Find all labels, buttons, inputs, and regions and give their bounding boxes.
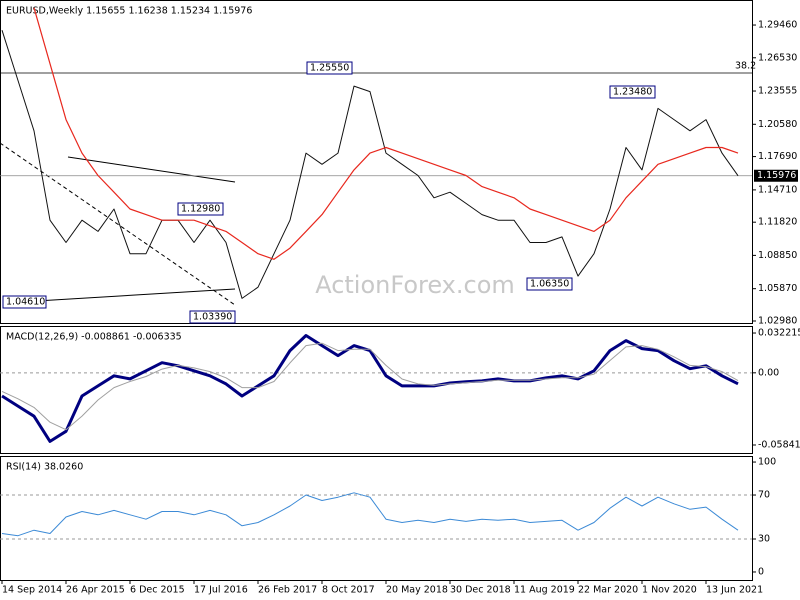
trend-line	[67, 156, 236, 183]
y-tick-label: 1.20580	[758, 119, 797, 130]
trend-line	[0, 142, 236, 306]
last-price-label: 1.15976	[757, 170, 796, 181]
panel-title: EURUSD,Weekly 1.15655 1.16238 1.15234 1.…	[6, 6, 252, 17]
y-tick-label: 1.29460	[758, 20, 797, 31]
y-tick-label: 1.02980	[758, 315, 797, 326]
series-line	[1, 492, 739, 537]
x-tick-label: 26 Feb 2017	[258, 585, 317, 596]
x-tick-label: 17 Jul 2016	[194, 585, 248, 596]
x-tick-label: 8 Oct 2017	[322, 585, 375, 596]
x-tick-label: 30 Dec 2018	[450, 585, 511, 596]
x-tick-label: 6 Dec 2015	[130, 585, 185, 596]
annotation: 1.03390	[193, 312, 232, 323]
x-tick-label: 22 Mar 2020	[578, 585, 638, 596]
x-tick-label: 20 May 2018	[386, 585, 448, 596]
annotation-box	[2, 295, 47, 309]
x-tick-label: 11 Aug 2019	[514, 585, 575, 596]
series-line	[1, 334, 739, 443]
y-tick-label: 1.23555	[758, 86, 797, 97]
annotation-box	[609, 85, 656, 99]
y-tick-label: 70	[758, 490, 770, 501]
y-tick-label: 1.08850	[758, 250, 797, 261]
y-tick-label: 1.26530	[758, 52, 797, 63]
y-tick-label: 0.00	[758, 367, 779, 378]
x-tick-label: 26 Apr 2015	[66, 585, 125, 596]
annotation: 1.12980	[181, 204, 220, 215]
series-line	[1, 342, 739, 431]
watermark: ActionForex.com	[315, 271, 515, 299]
y-tick-label: 1.14710	[758, 184, 797, 195]
annotation-box	[189, 310, 236, 324]
y-tick-label: 1.05870	[758, 283, 797, 294]
last-price-box	[754, 169, 798, 182]
y-tick-label: 1.11820	[758, 217, 797, 228]
y-tick-label: -0.058413	[758, 439, 800, 450]
fib-label: 38.2	[735, 61, 756, 72]
panel-title: RSI(14) 38.0260	[6, 462, 83, 473]
x-tick-label: 1 Nov 2020	[642, 585, 697, 596]
series-line	[33, 7, 739, 260]
y-tick-label: 30	[758, 533, 770, 544]
annotation: 1.04610	[6, 297, 45, 308]
x-tick-label: 14 Sep 2014	[2, 585, 62, 596]
trend-line	[19, 288, 236, 303]
y-tick-label: 0.032215	[758, 328, 800, 339]
panel-frame	[0, 456, 753, 581]
panel-title: MACD(12,26,9) -0.008861 -0.006335	[6, 332, 182, 343]
x-tick-label: 13 Jun 2021	[706, 585, 763, 596]
annotation: 1.25550	[310, 63, 349, 74]
annotation-box	[526, 277, 573, 291]
y-tick-label: 1.17690	[758, 151, 797, 162]
y-tick-label: 0	[758, 566, 764, 577]
annotation: 1.23480	[613, 87, 652, 98]
annotation-box	[177, 202, 224, 216]
annotation: 1.06350	[530, 279, 569, 290]
y-tick-label: 100	[758, 457, 776, 468]
panel-frame	[0, 0, 753, 324]
series-line	[1, 30, 739, 299]
panel-frame	[0, 326, 753, 454]
annotation-box	[306, 61, 353, 75]
